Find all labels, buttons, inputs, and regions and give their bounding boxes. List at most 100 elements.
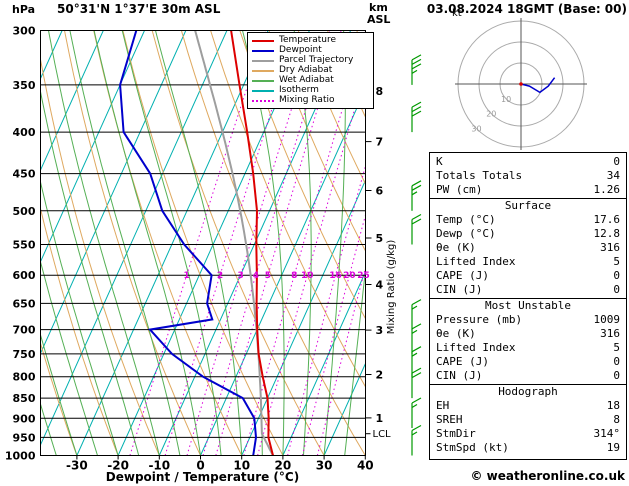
table-row-value: 12.8 (593, 227, 621, 240)
pressure-tick-label: 950 (13, 431, 36, 444)
wind-barb-halftick (411, 329, 418, 334)
table-row-value: 0 (613, 269, 620, 282)
wind-barb-tick (411, 323, 422, 330)
wet-adiabat-line (40, 333, 78, 456)
wet-adiabat-line (40, 179, 119, 456)
mixing-ratio-labels: 1 2 3 4 5 8 10 16 20 25 (184, 271, 370, 281)
wind-barb-tick (411, 213, 422, 221)
pressure-tick-labels: 300 350 400 450 500 550 600 650 700 750 800 850 900 9… (5, 25, 36, 463)
pressure-tick-label: 450 (13, 168, 36, 181)
km-tick-label: 4 (376, 278, 384, 291)
mixing-ratio-axis-label: Mixing Ratio (g/kg) (386, 240, 397, 335)
km-tick-label: 7 (376, 136, 384, 149)
pressure-unit-label: hPa (12, 3, 36, 16)
pressure-tick-label: 400 (13, 126, 36, 139)
wet-adiabat-line (40, 259, 98, 456)
x-tick-label: -30 (66, 459, 88, 473)
legend-swatch-parcel (252, 59, 274, 62)
table-row: StmDir 314° (430, 427, 626, 441)
km-tick-label: 2 (376, 369, 384, 382)
mixing-ratio-value-label: 4 (253, 271, 259, 281)
altitude-unit-asl-label: ASL (367, 13, 391, 26)
wind-barb-tick (411, 346, 422, 353)
table-row-value: 18 (606, 399, 620, 412)
pressure-tick-label: 650 (13, 297, 36, 310)
legend-item: Parcel Trajectory (252, 56, 369, 65)
wind-barb-halftick (411, 431, 418, 436)
table-row-value: 5 (613, 341, 620, 354)
dry-adiabat-line (40, 56, 160, 456)
table-row-value: 0 (613, 283, 620, 296)
legend-label: Dry Adiabat (279, 65, 333, 75)
parcel-trajectory-curve (194, 30, 274, 456)
wind-barb-halftick (411, 403, 418, 409)
altitude-unit-km-label: km (369, 1, 388, 14)
isotherm-line (241, 179, 366, 456)
wind-barb-tick (411, 184, 422, 191)
table-section-title: Hodograph (430, 384, 626, 399)
table-row: θe (K) 316 (430, 241, 626, 255)
table-row: EH 18 (430, 399, 626, 413)
table-row-value: 314° (593, 427, 621, 440)
mixing-ratio-line (301, 213, 366, 456)
table-row: CAPE (J) 0 (430, 269, 626, 283)
dry-adiabat-line (40, 341, 78, 456)
table-row-label: PW (cm) (436, 183, 483, 196)
legend-item: Mixing Ratio (252, 96, 369, 105)
dry-adiabat-line (297, 30, 366, 186)
datetime-label: 03.08.2024 18GMT (Base: 00) (426, 2, 627, 16)
mixing-ratio-line (129, 30, 267, 456)
km-tick-label: 1 (376, 412, 384, 425)
table-row-label: Dewp (°C) (436, 227, 496, 240)
temperature-curve (230, 30, 274, 456)
wind-barb-tick (411, 299, 422, 306)
table-row-value: 5 (613, 255, 620, 268)
legend-label: Mixing Ratio (279, 95, 335, 105)
table-row-value: 19 (606, 441, 620, 454)
table-row-label: EH (436, 399, 450, 412)
table-row-label: K (436, 155, 443, 168)
table-row-label: CIN (J) (436, 369, 483, 382)
pressure-tick-label: 550 (13, 238, 36, 251)
isotherm-line (323, 362, 366, 456)
pressure-tick-label: 1000 (5, 450, 36, 463)
hodograph-origin-dot (519, 82, 523, 86)
lcl-label: LCL (373, 429, 392, 440)
legend-swatch-isotherm (252, 89, 274, 92)
wind-barb-tick (411, 58, 422, 65)
wind-barb-tick (411, 372, 422, 379)
table-row-value: 17.6 (593, 213, 621, 226)
table-row-value: 1.26 (593, 183, 621, 196)
mixing-ratio-line (316, 265, 366, 456)
legend-label: Wet Adiabat (279, 75, 334, 85)
table-row: Dewp (°C) 12.8 (430, 227, 626, 241)
mixing-ratio-value-label: 8 (291, 271, 297, 281)
table-row-label: CAPE (J) (436, 355, 489, 368)
table-row-value: 0 (613, 355, 620, 368)
table-row: CAPE (J) 0 (430, 355, 626, 369)
legend-label: Dewpoint (279, 45, 322, 55)
hodograph-trace (520, 77, 556, 94)
wind-barb-halftick (411, 305, 418, 310)
km-tick-label: 3 (376, 324, 384, 337)
pressure-tick-label: 350 (13, 79, 36, 92)
wind-barbs (411, 54, 422, 456)
table-row: Pressure (mb) 1009 (430, 313, 626, 327)
table-row-value: 316 (600, 241, 620, 254)
x-tick-label: -20 (107, 459, 129, 473)
wind-barb-tick (411, 110, 422, 117)
table-row: SREH 8 (430, 413, 626, 427)
pressure-tick-label: 700 (13, 324, 36, 337)
mixing-ratio-value-label: 5 (265, 271, 271, 281)
legend-label: Parcel Trajectory (279, 55, 354, 65)
legend-swatch-dry_adiabat (252, 69, 274, 72)
legend-swatch-mixing_ratio (252, 99, 274, 102)
table-row-label: Lifted Index (436, 255, 516, 268)
x-axis-ticks: -30 -20 -10 0 10 20 30 40 (66, 455, 374, 473)
x-axis-title: Dewpoint / Temperature (°C) (105, 470, 300, 484)
wind-barb-tick (411, 101, 422, 108)
wind-barb-tick (411, 54, 422, 61)
